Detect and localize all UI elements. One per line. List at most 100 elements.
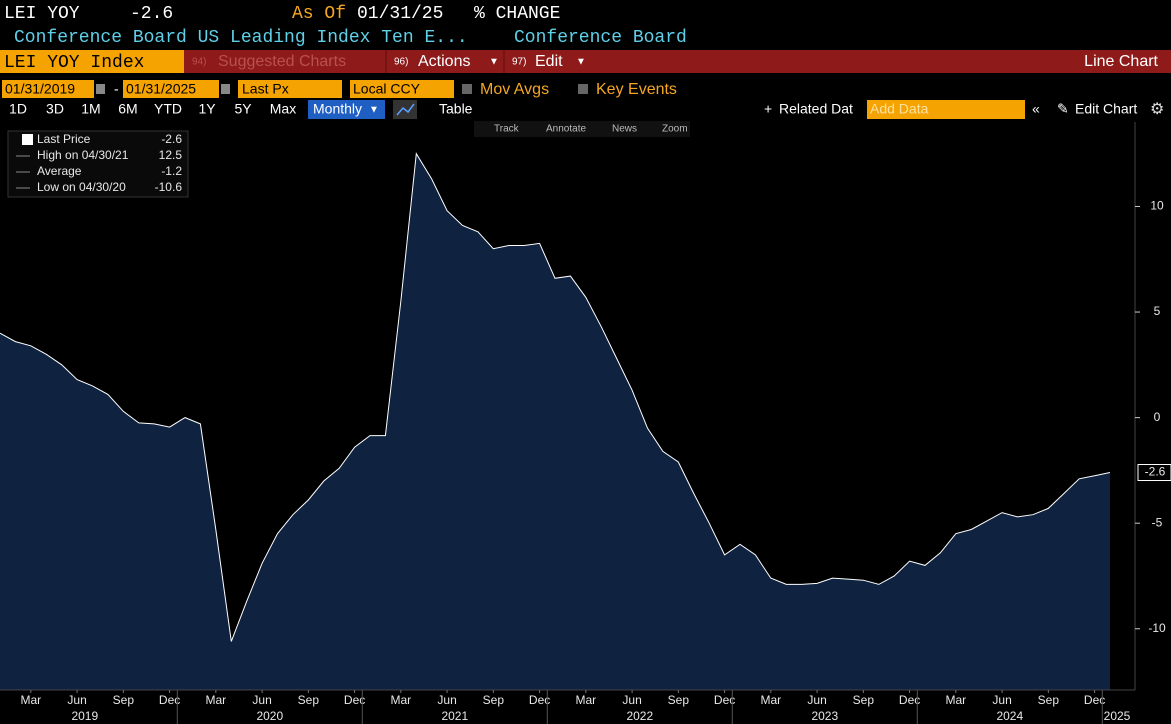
start-date-field[interactable] [2, 80, 94, 98]
legend-value: -1.2 [161, 164, 182, 178]
plus-icon: + [764, 101, 772, 117]
y-tick-label: 10 [1150, 199, 1164, 213]
units: % CHANGE [474, 4, 560, 24]
view-name: Line Chart [1084, 53, 1158, 70]
tools: Track Annotate News Zoom [494, 124, 688, 135]
legend-label: High on 04/30/21 [37, 148, 129, 162]
x-tick-label: Jun [252, 693, 271, 707]
x-tick-label: Jun [437, 693, 456, 707]
year-label: 2025 [1104, 709, 1131, 723]
frequency-select[interactable] [308, 100, 385, 119]
year-label: 2019 [71, 709, 98, 723]
chart-icon [396, 103, 415, 116]
currency[interactable]: Local CCY [353, 81, 421, 97]
add-data[interactable]: Add Data [870, 101, 929, 117]
x-tick-label: Dec [1084, 693, 1105, 707]
period-button[interactable]: 6M [118, 101, 137, 117]
x-tick-label: Sep [113, 693, 135, 707]
pencil-icon: ✎ [1057, 101, 1069, 117]
end-date-field[interactable] [123, 80, 219, 98]
currency-select[interactable] [350, 80, 454, 98]
x-tick-label: Sep [483, 693, 505, 707]
legend-value: -2.6 [161, 132, 182, 146]
settings-icon[interactable]: ⚙ [1150, 101, 1164, 118]
menu-num: 97) [512, 57, 526, 68]
add-data-field[interactable] [867, 100, 1025, 119]
end-date[interactable]: 01/31/2025 [126, 81, 196, 97]
field[interactable]: Last Px [242, 81, 289, 97]
y-tick-label: 0 [1154, 410, 1161, 424]
calendar-icon[interactable] [221, 84, 230, 94]
x-tick-label: Dec [344, 693, 365, 707]
legend-label: Last Price [37, 132, 91, 146]
menu-edit[interactable]: Edit [535, 53, 563, 70]
x-tick-label: Mar [390, 693, 411, 707]
year-label: 2021 [441, 709, 468, 723]
year-label: 2022 [626, 709, 653, 723]
x-tick-label: Dec [529, 693, 550, 707]
y-tick-label: -5 [1152, 515, 1163, 529]
legend-value: 12.5 [159, 148, 183, 162]
period-button[interactable]: Max [270, 101, 296, 117]
period-button[interactable]: YTD [154, 101, 182, 117]
security-field[interactable] [0, 50, 184, 73]
x-tick-label: Mar [205, 693, 226, 707]
period-button[interactable]: 1D [9, 101, 27, 117]
tools-bar [474, 121, 690, 137]
period-button[interactable]: 1M [81, 101, 100, 117]
source: Conference Board [514, 28, 687, 48]
x-tick-label: Jun [622, 693, 641, 707]
field-select[interactable] [238, 80, 342, 98]
x-tick-label: Jun [807, 693, 826, 707]
tool-button[interactable]: Track [494, 124, 520, 135]
frequency[interactable]: Monthly [313, 101, 362, 117]
period-button[interactable]: 5Y [234, 101, 252, 117]
period-button[interactable]: 1Y [198, 101, 216, 117]
menu-num: 96) [394, 57, 408, 68]
checkbox[interactable] [578, 84, 588, 94]
tool-button[interactable]: Zoom [662, 124, 688, 135]
edit-chart[interactable]: Edit Chart [1075, 101, 1137, 117]
year-label: 2024 [996, 709, 1023, 723]
security-name: Conference Board US Leading Index Ten E.… [14, 28, 468, 48]
menu-actions[interactable]: Actions [418, 53, 470, 70]
key-events[interactable]: Key Events [596, 81, 677, 98]
ticker: LEI YOY [4, 4, 80, 24]
legend-label: Low on 04/30/20 [37, 180, 126, 194]
dropdown-arrow: ▼ [369, 105, 379, 116]
legend: Last Price -2.6 High on 04/30/21 12.5 Averag… [16, 132, 182, 194]
x-tick-label: Mar [575, 693, 596, 707]
x-tick-label: Dec [159, 693, 180, 707]
price: -2.6 [130, 4, 173, 24]
menu-suggested[interactable]: Suggested Charts [218, 53, 346, 70]
x-tick-label: Sep [298, 693, 320, 707]
plot: -10 -5 0 5 10 -2.6 Mar Jun Sep Dec Mar Jun Sep Dec Mar… [0, 122, 1171, 724]
collapse-icon[interactable]: « [1032, 101, 1040, 117]
legend-swatch [22, 134, 33, 145]
as-of-date: 01/31/25 [357, 4, 443, 24]
menu-num: 94) [192, 57, 206, 68]
start-date[interactable]: 01/31/2019 [5, 81, 75, 97]
mov-avgs[interactable]: Mov Avgs [480, 81, 549, 98]
x-tick-label: Sep [668, 693, 690, 707]
x-tick-label: Dec [899, 693, 920, 707]
x-tick-label: Mar [760, 693, 781, 707]
dropdown-arrow: ▼ [489, 57, 499, 68]
x-tick-label: Sep [1038, 693, 1060, 707]
table[interactable]: Table [439, 101, 473, 117]
tool-button[interactable]: Annotate [546, 124, 586, 135]
legend-box [7, 130, 189, 198]
checkbox[interactable] [462, 84, 472, 94]
area [0, 153, 1110, 690]
period-buttons: 1D 3D 1M 6M YTD 1Y 5Y Max [9, 101, 296, 117]
year-label: 2023 [811, 709, 838, 723]
security[interactable]: LEI YOY Index [4, 53, 144, 73]
calendar-icon[interactable] [96, 84, 105, 94]
menu-bar [0, 50, 1171, 73]
period-button[interactable]: 3D [46, 101, 64, 117]
x-tick-label: Jun [67, 693, 86, 707]
last-value-label: -2.6 [1145, 465, 1166, 479]
tool-button[interactable]: News [612, 124, 637, 135]
x-tick-label: Jun [992, 693, 1011, 707]
related-data[interactable]: Related Dat [779, 101, 853, 117]
